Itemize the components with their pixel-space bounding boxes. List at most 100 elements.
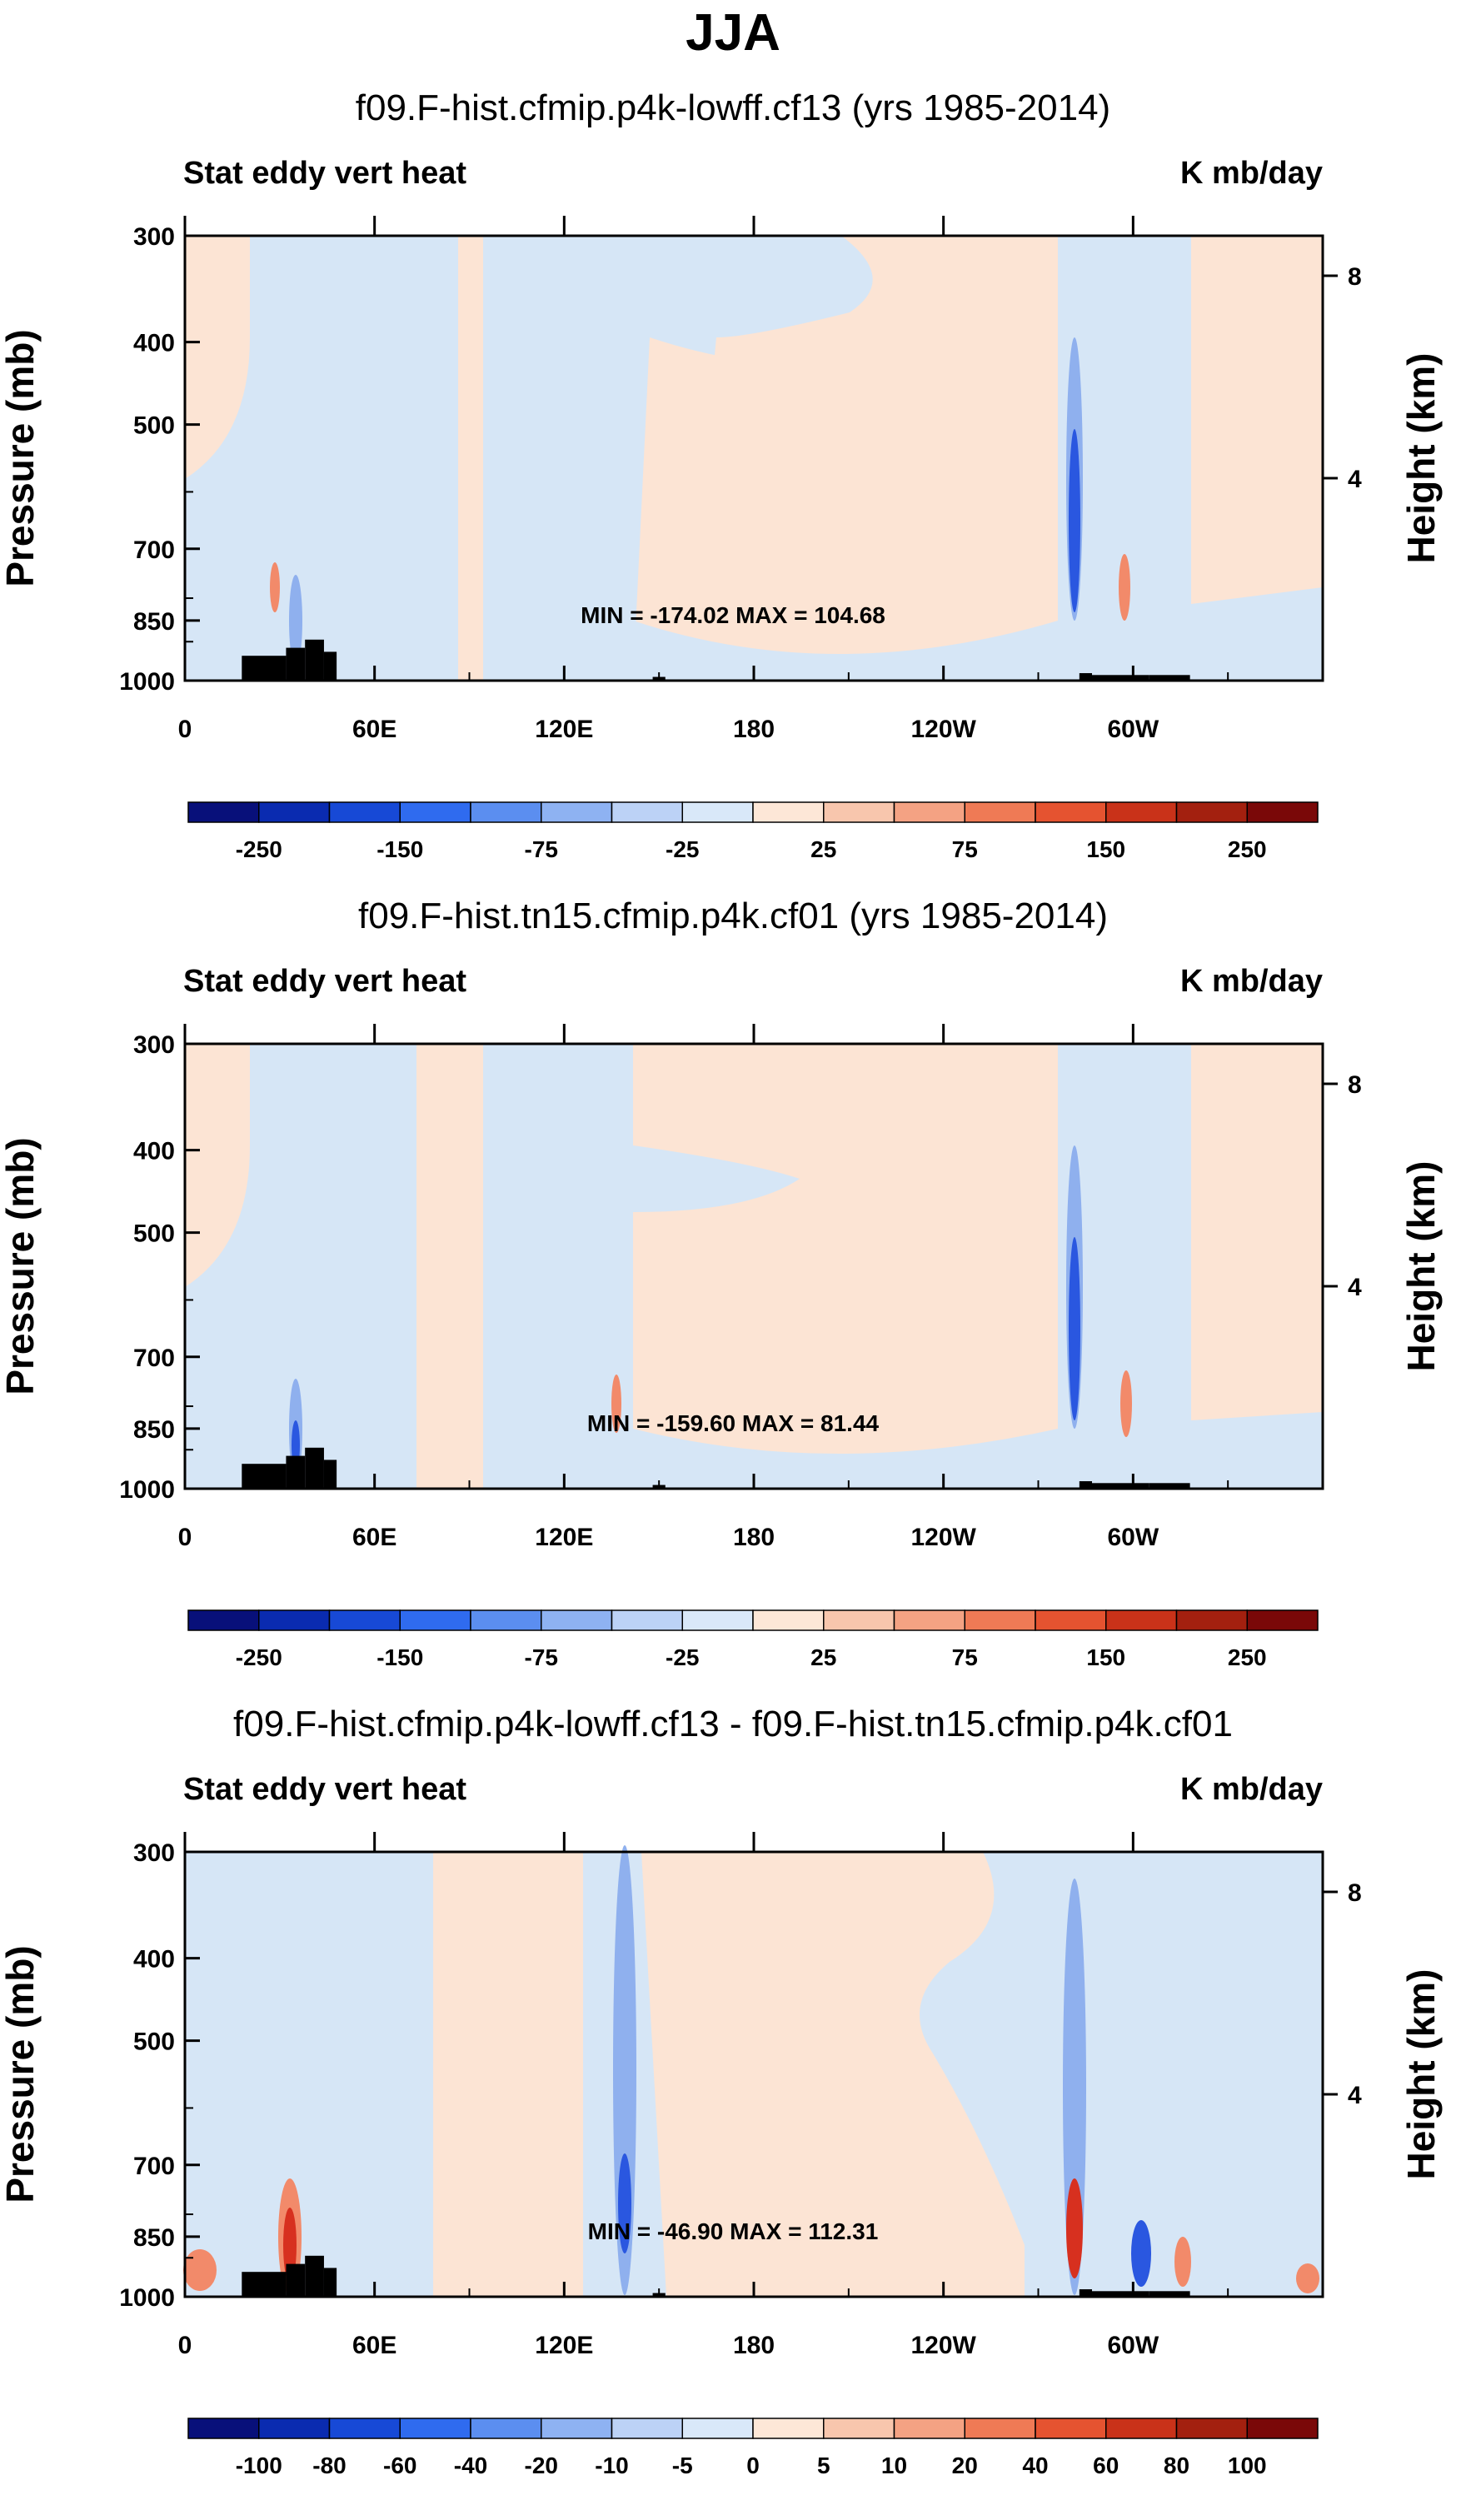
colorbar-tick-label: 250 — [1228, 836, 1267, 862]
colorbar-swatch — [823, 2418, 895, 2439]
colorbar-tick-label: 25 — [810, 836, 836, 862]
y-tick-label: 1000 — [119, 668, 175, 696]
colorbar-tick-label: 80 — [1164, 2453, 1189, 2478]
colorbar-swatch — [752, 2418, 825, 2439]
y-axis-label: Pressure (mb) — [0, 1945, 42, 2203]
terrain-mask — [1149, 1483, 1190, 1489]
colorbar-swatch — [187, 801, 260, 823]
y-tick-label: 400 — [133, 1138, 175, 1165]
y2-tick-label: 4 — [1348, 1274, 1362, 1301]
colorbar-swatch — [681, 801, 754, 823]
colorbar-swatch — [470, 1609, 542, 1631]
panel-title: f09.F-hist.tn15.cfmip.p4k.cf01 (yrs 1985… — [358, 896, 1108, 936]
colorbar-swatch — [399, 1609, 471, 1631]
colorbar-tick-label: 150 — [1086, 836, 1125, 862]
terrain-mask — [242, 656, 287, 681]
y-tick-label: 700 — [133, 536, 175, 564]
y-tick-label: 300 — [133, 1031, 175, 1059]
contour-region — [1120, 1370, 1132, 1437]
contour-region — [1069, 429, 1080, 612]
colorbar-tick-label: -75 — [525, 1644, 558, 1670]
contour-region — [1069, 1237, 1080, 1420]
contour-region — [633, 1429, 1075, 1489]
colorbar-tick-label: 25 — [810, 1644, 836, 1670]
x-tick-label: 0 — [178, 1524, 192, 1551]
contour-region — [1174, 2237, 1191, 2287]
x-tick-label: 60W — [1107, 716, 1159, 743]
terrain-mask — [305, 2255, 324, 2297]
colorbar-swatch — [541, 1609, 613, 1631]
x-tick-label: 60W — [1107, 2332, 1159, 2359]
colorbar-swatch — [611, 2418, 683, 2439]
x-tick-label: 0 — [178, 2332, 192, 2359]
panel-2: f09.F-hist.tn15.cfmip.p4k.cf01 (yrs 1985… — [0, 896, 1466, 1712]
terrain-mask — [286, 2263, 306, 2297]
colorbar-tick-label: -25 — [666, 1644, 699, 1670]
contour-region — [1131, 2220, 1151, 2287]
colorbar-tick-label: 40 — [1022, 2453, 1048, 2478]
contour-region — [618, 2153, 631, 2253]
x-tick-label: 180 — [733, 716, 775, 743]
x-tick-label: 120E — [535, 1524, 593, 1551]
contour-region — [1296, 2263, 1319, 2293]
x-tick-label: 120W — [910, 716, 976, 743]
minmax-text: MIN = -46.90 MAX = 112.31 — [587, 2218, 879, 2244]
colorbar-tick-label: 75 — [952, 836, 978, 862]
colorbar-swatch — [1105, 801, 1178, 823]
terrain-mask — [305, 639, 324, 681]
contour-region — [250, 236, 458, 681]
colorbar-swatch — [611, 1609, 683, 1631]
colorbar-tick-label: -25 — [666, 836, 699, 862]
y-tick-label: 300 — [133, 1839, 175, 1867]
panel-1: f09.F-hist.cfmip.p4k-lowff.cf13 (yrs 198… — [0, 87, 1466, 904]
plot-svg: 300 400 500 700 850 1000 8 4 0 60E 120E 180 120W 60W P… — [0, 216, 1443, 862]
colorbar-tick-label: 10 — [881, 2453, 907, 2478]
colorbar-swatch — [823, 801, 895, 823]
colorbar-tick-label: -250 — [236, 836, 282, 862]
y-tick-label: 1000 — [119, 1476, 175, 1504]
colorbar-swatch — [964, 1609, 1036, 1631]
colorbar-swatch — [541, 801, 613, 823]
terrain-mask — [1092, 675, 1149, 681]
y-tick-label: 500 — [133, 2028, 175, 2056]
contour-region — [1191, 587, 1323, 681]
terrain-mask — [242, 1464, 287, 1489]
panel-title: f09.F-hist.cfmip.p4k-lowff.cf13 (yrs 198… — [355, 87, 1111, 128]
contour-region — [433, 1852, 583, 2297]
colorbar-swatch — [1175, 2418, 1248, 2439]
y2-axis-label: Height (km) — [1399, 1161, 1443, 1372]
contour-region — [183, 2249, 217, 2291]
colorbar-swatch — [681, 1609, 754, 1631]
terrain-mask — [323, 1460, 337, 1489]
terrain-mask — [305, 1447, 324, 1489]
colorbar-tick-label: -250 — [236, 1644, 282, 1670]
y-tick-label: 850 — [133, 2224, 175, 2252]
contour-region — [1066, 2178, 1083, 2278]
contour-region — [611, 1375, 621, 1433]
colorbar-swatch — [1105, 2418, 1178, 2439]
y-tick-label: 850 — [133, 608, 175, 636]
colorbar-swatch — [611, 801, 683, 823]
colorbar-tick-label: 0 — [746, 2453, 760, 2478]
colorbar-swatch — [1175, 801, 1248, 823]
colorbar-tick-label: -40 — [454, 2453, 487, 2478]
y-tick-label: 850 — [133, 1416, 175, 1444]
terrain-mask — [1079, 673, 1093, 681]
contour-region — [641, 1852, 1025, 2297]
terrain-mask — [1079, 2289, 1093, 2297]
colorbar-swatch — [399, 2418, 471, 2439]
colorbar-swatch — [470, 2418, 542, 2439]
contour-region — [270, 562, 280, 612]
y2-tick-label: 8 — [1348, 263, 1362, 291]
y-tick-label: 500 — [133, 412, 175, 440]
terrain-mask — [323, 2268, 337, 2297]
colorbar-swatch — [893, 1609, 965, 1631]
x-tick-label: 60E — [352, 716, 396, 743]
colorbar-tick-label: 5 — [817, 2453, 830, 2478]
terrain-mask — [1092, 1483, 1149, 1489]
colorbar-swatch — [1246, 801, 1319, 823]
y-tick-label: 400 — [133, 330, 175, 357]
colorbar-swatch — [1035, 2418, 1107, 2439]
colorbar-swatch — [752, 801, 825, 823]
colorbar-swatch — [258, 1609, 331, 1631]
